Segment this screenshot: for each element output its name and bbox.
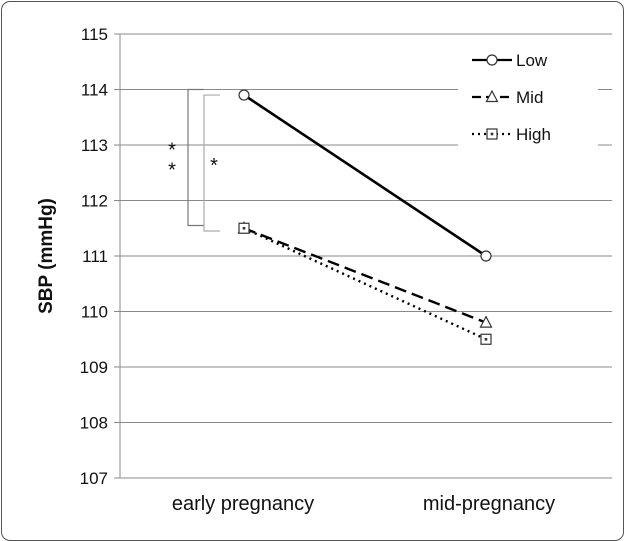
series-lines xyxy=(237,89,493,345)
x-category-labels: early pregnancy mid-pregnancy xyxy=(172,493,555,515)
y-tick-label: 111 xyxy=(82,247,108,266)
y-axis-label: SBP (mmHg) xyxy=(36,198,57,314)
significance-star: * xyxy=(210,155,218,177)
data-point-mid xyxy=(479,315,493,328)
significance-star: * xyxy=(168,159,176,181)
significance-star: * xyxy=(168,139,176,161)
significance-bracket xyxy=(187,88,204,227)
legend-label: Low xyxy=(516,51,548,70)
x-category-label: mid-pregnancy xyxy=(423,493,555,515)
y-tick-label: 107 xyxy=(80,469,108,488)
y-tick-label: 114 xyxy=(81,81,108,100)
data-point-high-dot xyxy=(484,337,488,341)
legend-marker-mid xyxy=(485,89,499,103)
data-point-low xyxy=(480,250,492,262)
series-line-mid xyxy=(243,227,487,324)
legend: Low Mid High xyxy=(458,38,598,150)
legend-marker-high-dot xyxy=(490,132,494,136)
y-tick-labels: 107 108 109 110 111 112 113 114 115 xyxy=(80,25,108,488)
y-tick-label: 108 xyxy=(80,414,108,433)
sbp-line-chart: 107 108 109 110 111 112 113 114 115 early pregna… xyxy=(36,25,612,515)
y-tick-label: 112 xyxy=(81,192,108,211)
y-tick-label: 113 xyxy=(81,136,108,155)
x-category-label: early pregnancy xyxy=(172,493,314,515)
legend-background xyxy=(458,38,598,150)
significance-bracket xyxy=(203,94,220,232)
y-tick-label: 110 xyxy=(81,303,108,322)
data-point-low xyxy=(238,89,250,101)
y-tick-label: 115 xyxy=(81,25,108,44)
legend-marker-low xyxy=(486,54,498,66)
data-point-high-dot xyxy=(242,226,246,230)
legend-label: Mid xyxy=(516,88,543,107)
series-line-low xyxy=(243,93,487,258)
significance-brackets: ** * xyxy=(168,88,220,232)
series-line-high xyxy=(243,227,487,341)
y-tick-label: 109 xyxy=(80,358,108,377)
legend-label: High xyxy=(516,125,551,144)
